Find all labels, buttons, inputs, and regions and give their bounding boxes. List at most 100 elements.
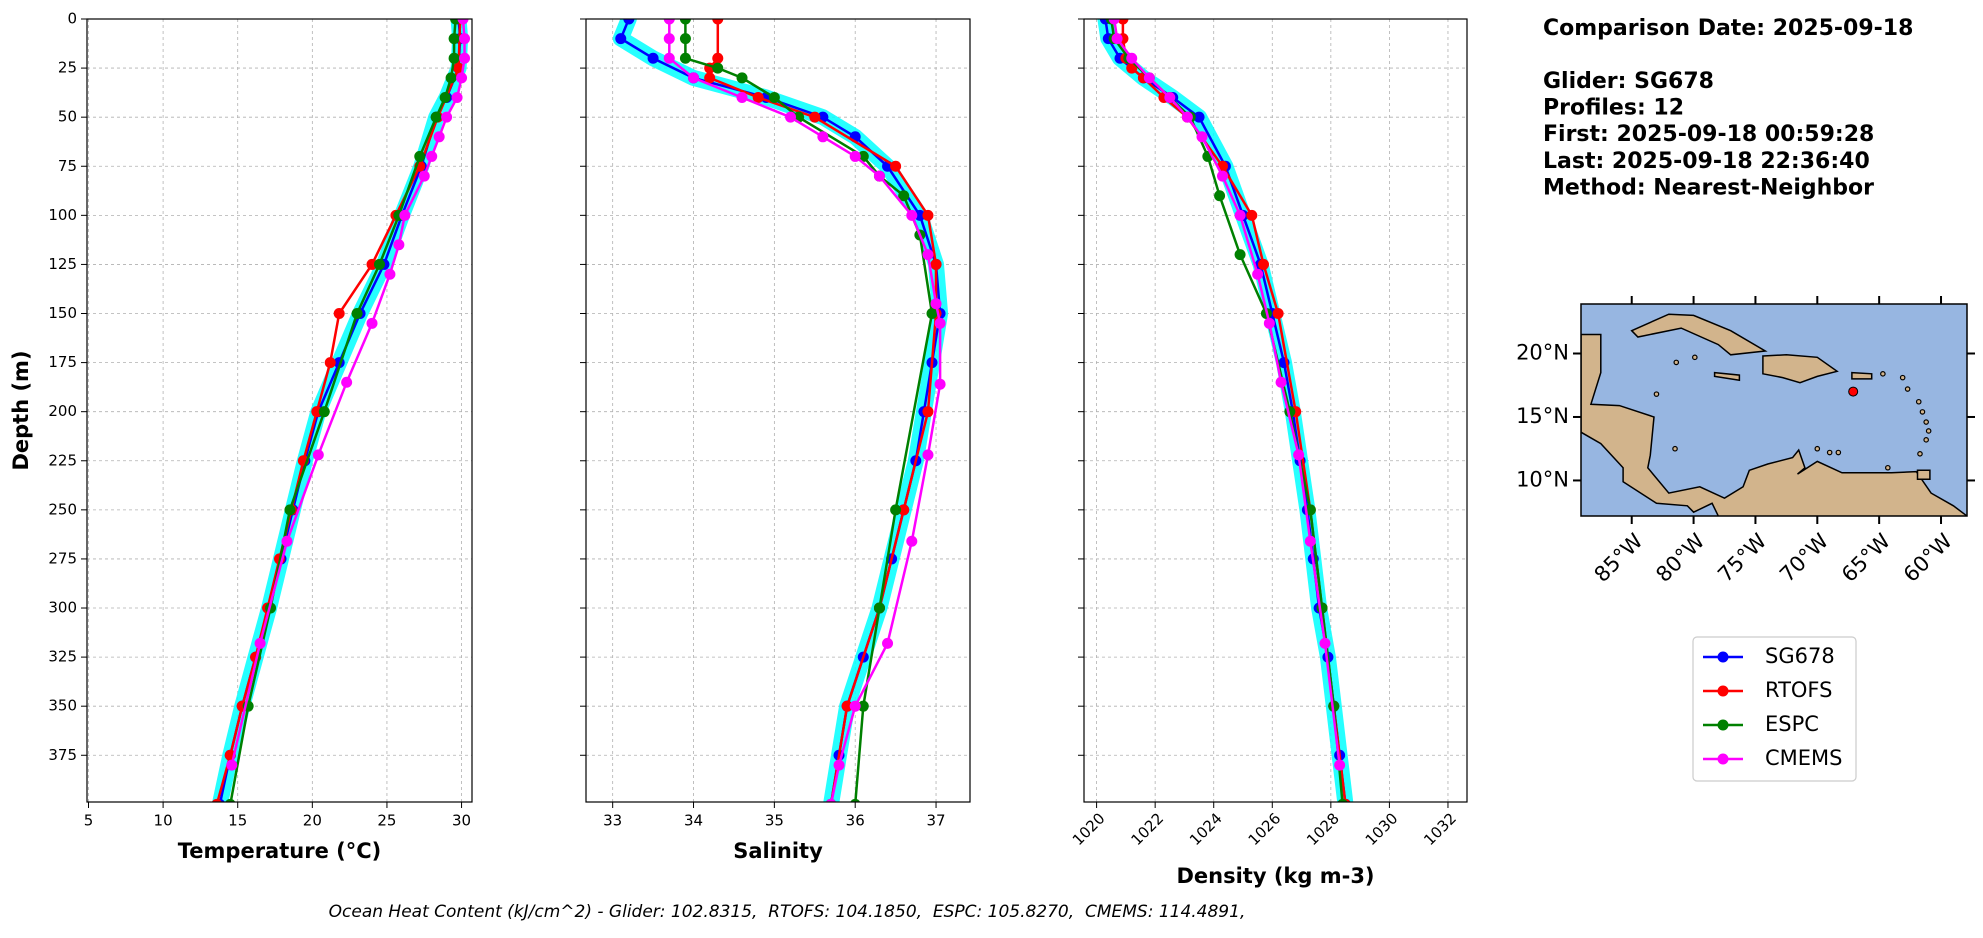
island [1899,374,1906,381]
profile-point [448,52,460,64]
y-axis-label: Depth (m) [9,350,33,470]
profile-point [433,131,445,143]
profile-point [849,700,861,712]
profile-point [906,209,918,221]
profile-point [926,308,938,320]
profile-point [312,449,324,461]
island [1672,445,1678,452]
profile-point [663,19,675,25]
footer: Ocean Heat Content (kJ/cm^2) - Glider: 1… [329,902,1246,922]
x-tick-label: 37 [926,812,945,830]
landmass [1713,371,1741,382]
x-axis-label: Salinity [733,839,823,863]
y-tick-label: 100 [48,206,77,224]
profile-point [399,209,411,221]
profile-point [324,357,336,369]
landmass [1675,290,1691,300]
x-tick-label: 1026 [1245,809,1285,849]
y-tick-label: 175 [48,353,77,371]
profile-point [1337,798,1348,802]
x-tick-label: 30 [452,812,471,830]
profile-point [890,504,902,516]
profile-point [817,131,829,143]
island [1917,450,1923,457]
island [1673,359,1680,366]
profile-point [841,700,853,712]
data-layer [612,19,949,802]
info-line: Profiles: 12 [1543,96,1684,121]
data-layer [1097,19,1354,802]
profile-point [704,72,716,84]
info-line: Comparison Date: 2025-09-18 [1543,16,1913,41]
island [1885,464,1891,471]
axes-frame [585,18,971,803]
profile-point [679,19,691,25]
profile-point [1196,131,1208,143]
profile-point [736,92,748,104]
profile-point [898,190,910,202]
map-lon-label: 75°W [1713,529,1771,587]
map-lat-label: 15°N [1516,404,1569,428]
x-tick-label: 20 [303,812,322,830]
profile-line [1104,19,1347,802]
y-tick-label: 225 [48,451,77,469]
profile-point [752,92,764,104]
profile-point [1117,19,1129,25]
y-tick-label: 300 [48,599,77,617]
landmass [1581,333,1967,516]
profile-point [1111,33,1123,45]
profile-point [663,52,675,64]
landmass [1762,354,1839,384]
x-tick-label: 1024 [1186,809,1226,849]
profile-point [688,72,700,84]
profile-point [459,52,471,64]
profile-point [663,33,675,45]
profile-point [914,209,926,221]
x-tick-label: 1030 [1362,809,1402,849]
x-axis-label: Density (kg m-3) [1176,864,1374,888]
profile-point [906,535,918,547]
profile-point [785,111,797,123]
legend-marker [1717,719,1729,731]
profile-point [453,62,465,74]
profile-point [211,798,222,802]
profile-point [281,535,293,547]
profile-point [1275,376,1287,388]
y-tick-label: 275 [48,549,77,567]
island [1923,419,1929,425]
profile-point [849,150,861,162]
panel: 1020 1022 1024 1026 1028 1030 1032 Density (kg … [1069,18,1468,888]
profile-point [809,111,821,123]
x-axis-label: Temperature (°C) [178,839,381,863]
profile-point [712,52,724,64]
profile-point [1234,209,1246,221]
island [1919,409,1926,415]
profile-point [1246,209,1258,221]
profile-point [351,308,363,320]
profile-point [445,72,457,84]
x-tick-label: 33 [603,812,622,830]
profile-point [1304,535,1316,547]
profile-point [833,759,845,771]
x-tick-label: 1022 [1127,809,1167,849]
landmass [1630,313,1768,356]
y-tick-label: 0 [67,10,77,28]
info-line: First: 2025-09-18 00:59:28 [1543,122,1874,147]
profile-point [226,759,238,771]
legend-marker [1717,753,1729,765]
profile-point [1193,111,1205,123]
profile-point [890,160,902,172]
profile-point [1217,170,1229,182]
profile-point [284,504,296,516]
profile-line [668,19,942,802]
map-lon-label: 60°W [1899,529,1957,587]
profile-point [457,19,469,25]
map-lon-label: 80°W [1651,529,1709,587]
island [1814,445,1821,452]
x-tick-label: 15 [228,812,247,830]
profile-point [1181,111,1193,123]
y-tick-label: 150 [48,304,77,322]
legend-frame [1692,636,1857,782]
profile-point [333,308,345,320]
profile-point [418,170,430,182]
